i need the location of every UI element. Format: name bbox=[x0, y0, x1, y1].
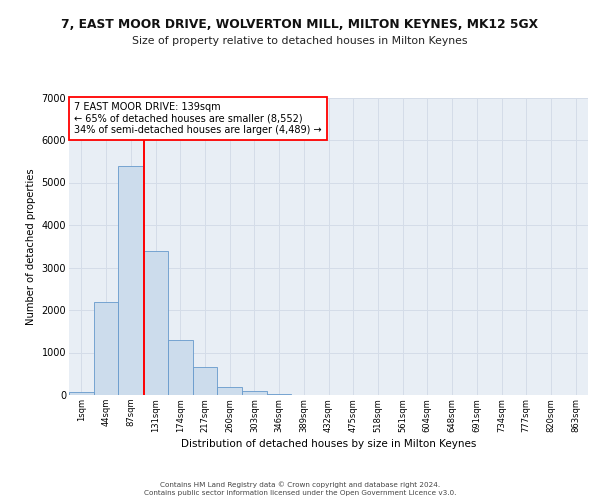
Bar bbox=[193, 368, 217, 395]
Bar bbox=[69, 392, 94, 395]
Text: Size of property relative to detached houses in Milton Keynes: Size of property relative to detached ho… bbox=[132, 36, 468, 46]
Bar bbox=[168, 340, 193, 395]
Y-axis label: Number of detached properties: Number of detached properties bbox=[26, 168, 36, 324]
X-axis label: Distribution of detached houses by size in Milton Keynes: Distribution of detached houses by size … bbox=[181, 438, 476, 448]
Bar bbox=[267, 394, 292, 395]
Bar bbox=[143, 250, 168, 395]
Text: Contains HM Land Registry data © Crown copyright and database right 2024.
Contai: Contains HM Land Registry data © Crown c… bbox=[144, 481, 456, 496]
Bar bbox=[217, 386, 242, 395]
Bar bbox=[242, 391, 267, 395]
Bar bbox=[94, 302, 118, 395]
Text: 7 EAST MOOR DRIVE: 139sqm
← 65% of detached houses are smaller (8,552)
34% of se: 7 EAST MOOR DRIVE: 139sqm ← 65% of detac… bbox=[74, 102, 322, 135]
Bar bbox=[118, 166, 143, 395]
Text: 7, EAST MOOR DRIVE, WOLVERTON MILL, MILTON KEYNES, MK12 5GX: 7, EAST MOOR DRIVE, WOLVERTON MILL, MILT… bbox=[61, 18, 539, 30]
